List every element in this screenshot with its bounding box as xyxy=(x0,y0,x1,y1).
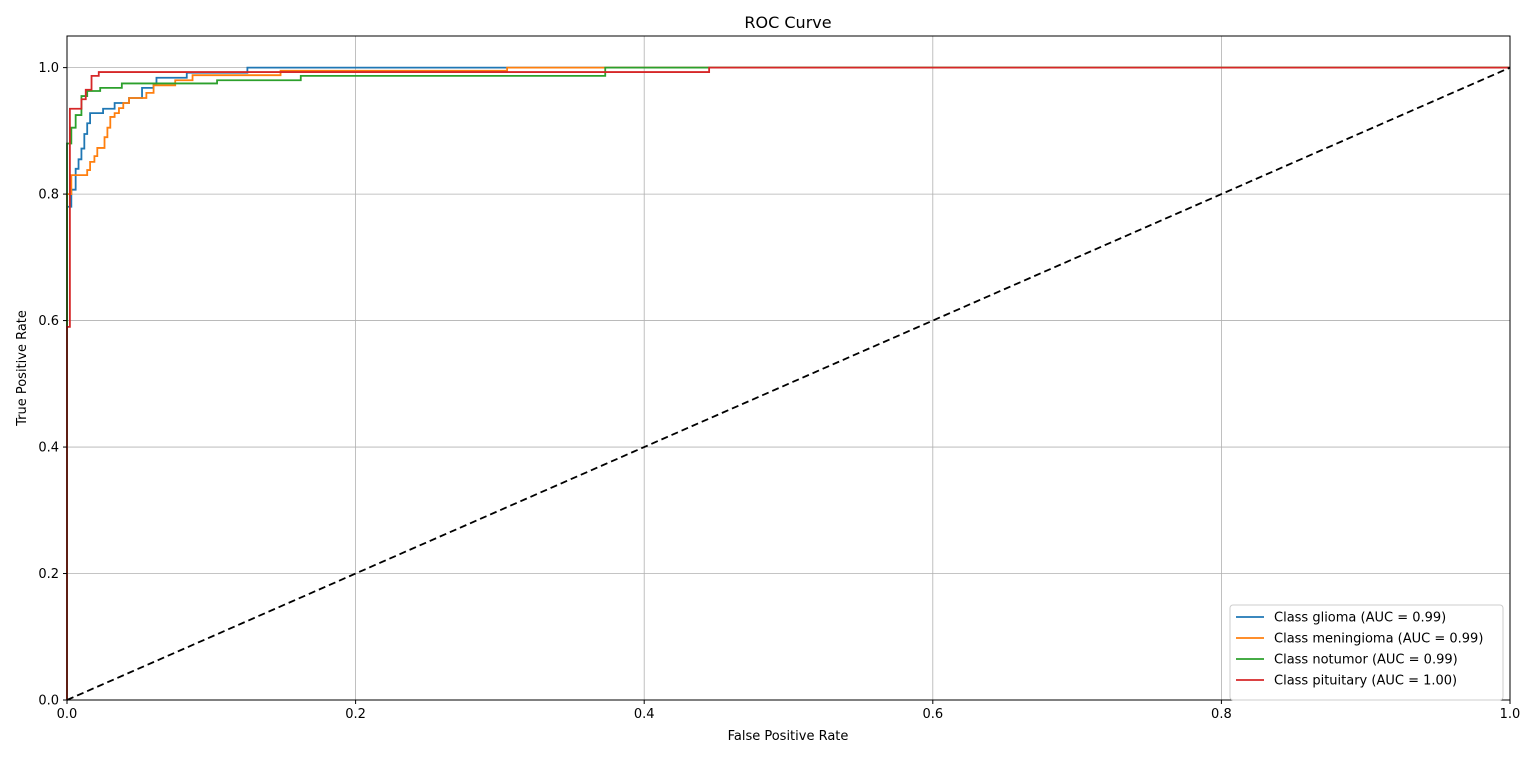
legend-label: Class pituitary (AUC = 1.00) xyxy=(1274,674,1457,689)
x-tick-label: 0.0 xyxy=(57,707,78,722)
x-tick-label: 0.4 xyxy=(634,707,655,722)
y-tick-label: 1.0 xyxy=(38,61,59,76)
x-tick-label: 0.2 xyxy=(345,707,366,722)
roc-series-3 xyxy=(66,66,1510,700)
roc-series-2 xyxy=(66,66,1510,700)
diagonal-reference-line xyxy=(66,66,1511,701)
x-axis-label: False Positive Rate xyxy=(728,729,849,744)
axis-ticks: 0.0 0.2 0.4 0.6 0.8 1.0 0.0 0.2 0.4 0.6 0.8 1.0 xyxy=(38,61,1520,722)
x-tick-label: 1.0 xyxy=(1500,707,1521,722)
y-tick-label: 0.2 xyxy=(38,567,59,582)
series-lines xyxy=(66,66,1511,701)
legend-label: Class notumor (AUC = 0.99) xyxy=(1274,653,1458,668)
legend-label: Class meningioma (AUC = 0.99) xyxy=(1274,632,1483,647)
chart-title: ROC Curve xyxy=(744,13,831,32)
legend: Class glioma (AUC = 0.99) Class meningiom… xyxy=(1229,604,1504,701)
roc-series-0 xyxy=(66,66,1510,700)
x-tick-label: 0.8 xyxy=(1211,707,1232,722)
x-tick-label: 0.6 xyxy=(922,707,943,722)
y-tick-label: 0.4 xyxy=(38,441,59,456)
legend-label: Class glioma (AUC = 0.99) xyxy=(1274,611,1446,626)
plot-frame xyxy=(66,35,1511,701)
roc-series-1 xyxy=(66,66,1510,700)
y-tick-label: 0.8 xyxy=(38,188,59,203)
y-tick-label: 0.0 xyxy=(38,694,59,709)
y-tick-label: 0.6 xyxy=(38,314,59,329)
legend-box xyxy=(1229,604,1504,701)
y-axis-label: True Positive Rate xyxy=(15,310,30,427)
